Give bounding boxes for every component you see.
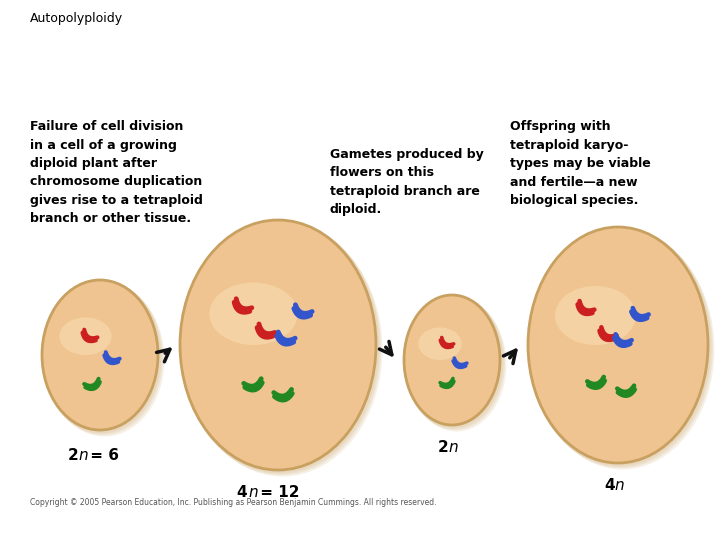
Ellipse shape bbox=[59, 318, 112, 355]
Ellipse shape bbox=[180, 220, 376, 470]
Ellipse shape bbox=[529, 228, 713, 468]
Text: Offspring with
tetraploid karyo-
types may be viable
and fertile—a new
biologica: Offspring with tetraploid karyo- types m… bbox=[510, 120, 651, 207]
Ellipse shape bbox=[555, 286, 636, 345]
Ellipse shape bbox=[407, 298, 506, 431]
Ellipse shape bbox=[403, 294, 503, 429]
Ellipse shape bbox=[210, 282, 297, 345]
Ellipse shape bbox=[43, 281, 163, 435]
Text: Gametes produced by
flowers on this
tetraploid branch are
diploid.: Gametes produced by flowers on this tetr… bbox=[330, 148, 484, 217]
Ellipse shape bbox=[405, 296, 505, 430]
Ellipse shape bbox=[404, 295, 500, 425]
Text: Copyright © 2005 Pearson Education, Inc. Publishing as Pearson Benjamin Cummings: Copyright © 2005 Pearson Education, Inc.… bbox=[30, 498, 436, 507]
Text: 4: 4 bbox=[236, 485, 247, 500]
Ellipse shape bbox=[42, 280, 161, 434]
Text: = 6: = 6 bbox=[85, 448, 119, 463]
Text: 2: 2 bbox=[438, 440, 449, 455]
Text: Failure of cell division
in a cell of a growing
diploid plant after
chromosome d: Failure of cell division in a cell of a … bbox=[30, 120, 203, 226]
Ellipse shape bbox=[45, 282, 164, 436]
Ellipse shape bbox=[181, 221, 381, 475]
Ellipse shape bbox=[531, 230, 714, 469]
Ellipse shape bbox=[182, 222, 382, 476]
Ellipse shape bbox=[179, 219, 379, 474]
Text: n: n bbox=[448, 440, 458, 455]
Ellipse shape bbox=[528, 226, 711, 467]
Text: 4: 4 bbox=[604, 478, 615, 493]
Ellipse shape bbox=[42, 280, 158, 430]
Text: 2: 2 bbox=[68, 448, 78, 463]
Text: Autopolyploidy: Autopolyploidy bbox=[30, 12, 123, 25]
Text: n: n bbox=[614, 478, 624, 493]
Text: n: n bbox=[78, 448, 88, 463]
Ellipse shape bbox=[528, 227, 708, 463]
Text: n: n bbox=[248, 485, 258, 500]
Ellipse shape bbox=[418, 327, 462, 360]
Text: = 12: = 12 bbox=[255, 485, 300, 500]
